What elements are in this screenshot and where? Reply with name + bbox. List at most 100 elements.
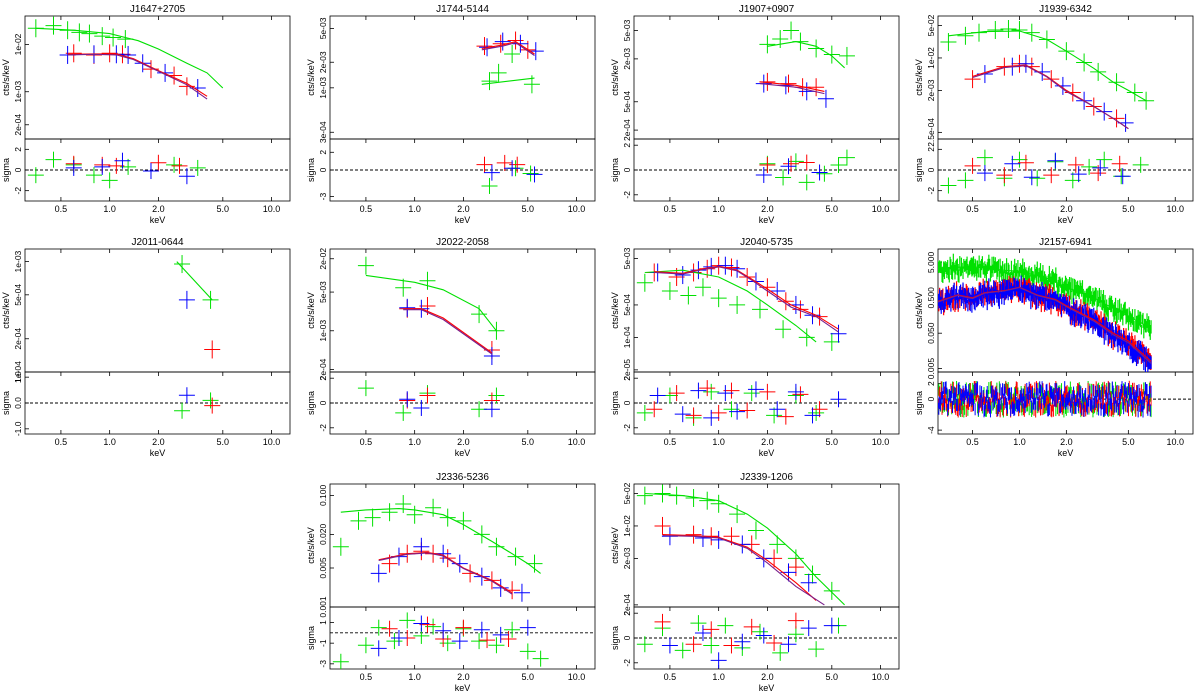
r-tick-label: 0.0 — [13, 397, 23, 409]
spectrum-panel: J2157-6941 0.005 0.050 0.500 5.000 cts/s/keV -… — [914, 237, 1194, 458]
y-tick-label: 0.500 — [926, 287, 936, 309]
residual-plot-area — [636, 612, 847, 669]
y-tick-label: 1e-02 — [622, 515, 632, 537]
y-tick-label: 1e-03 — [13, 81, 23, 103]
r-tick-label: -2 — [622, 424, 632, 432]
residual-axis-label: sigma — [610, 158, 620, 182]
x-tick-label: 1.0 — [408, 204, 421, 214]
x-axis-label: keV — [759, 448, 775, 458]
r-tick-label: -2 — [926, 187, 936, 195]
x-axis-label: keV — [455, 448, 471, 458]
green-model-line — [938, 266, 1152, 329]
x-axis-label: keV — [1058, 448, 1074, 458]
residual-plot-area — [755, 149, 855, 191]
x-tick-label: 5.0 — [217, 204, 230, 214]
x-tick-label: 0.5 — [360, 437, 373, 447]
x-tick-label: 2.0 — [457, 204, 470, 214]
r-tick-label: 0 — [622, 167, 632, 172]
x-tick-label: 2.0 — [152, 204, 165, 214]
residual-plot-area — [174, 387, 221, 419]
y-tick-label: 0.050 — [926, 322, 936, 344]
r-tick-label: 0 — [622, 400, 632, 405]
x-tick-label: 5.0 — [1122, 437, 1135, 447]
y-tick-label: 1e-03 — [318, 320, 328, 342]
y-axis-label: cts/s/keV — [914, 292, 924, 329]
r-tick-label: 0 — [926, 167, 936, 172]
red-model-line — [403, 308, 493, 354]
blue-model-line — [938, 286, 1152, 364]
spectrum-panel: J2336-5236 0.001 0.005 0.020 0.100 cts/s/keV -… — [306, 472, 596, 692]
y-axis-label: cts/s/keV — [1, 59, 11, 96]
residual-axis-label: sigma — [610, 391, 620, 415]
x-tick-label: 1.0 — [408, 437, 421, 447]
x-axis-label: keV — [455, 215, 471, 225]
x-tick-label: 10.0 — [568, 437, 586, 447]
y-tick-label: 5e-04 — [622, 294, 632, 316]
y-axis-label: cts/s/keV — [610, 527, 620, 564]
x-tick-label: 5.0 — [522, 672, 535, 682]
r-tick-label: -1 — [318, 639, 328, 647]
red-model-line — [481, 41, 535, 55]
residual-plot-area — [938, 380, 1152, 418]
green-model-line — [365, 274, 497, 332]
r-tick-label: 1.0 — [13, 371, 23, 383]
blue-model-line — [654, 266, 839, 333]
red-model-line — [972, 64, 1129, 130]
y-tick-label: 0.005 — [318, 557, 328, 579]
y-tick-label: 1e-04 — [13, 361, 23, 383]
r-tick-label: 2 — [13, 147, 23, 152]
residual-axis-label: sigma — [1, 158, 11, 182]
r-tick-label: -2 — [318, 424, 328, 432]
r-tick-label: -2 — [622, 659, 632, 667]
panel-title: J1907+0907 — [739, 4, 795, 15]
residual-plot-area — [636, 380, 847, 426]
spectrum-plot-area — [636, 256, 847, 351]
x-tick-label: 2.0 — [457, 437, 470, 447]
x-tick-label: 5.0 — [217, 437, 230, 447]
x-tick-label: 10.0 — [568, 204, 586, 214]
spectrum-panel: J2040-5735 2e-05 1e-04 5e-04 5e-03 cts/s/keV -… — [610, 237, 900, 458]
y-tick-label: 0.001 — [318, 596, 328, 618]
spectrum-frame — [633, 248, 900, 373]
r-tick-label: 2 — [622, 143, 632, 148]
x-tick-label: 0.5 — [664, 204, 677, 214]
y-tick-label: 5.000 — [926, 252, 936, 274]
residual-axis-label: sigma — [914, 158, 924, 182]
r-tick-label: 0 — [926, 396, 936, 401]
green-model-line — [35, 27, 224, 89]
spectrum-plot-area — [174, 255, 221, 359]
y-tick-label: 2e-04 — [622, 594, 632, 616]
green-model-line — [481, 77, 535, 85]
y-tick-label: 2e-02 — [318, 248, 328, 270]
green-model-line — [767, 41, 845, 69]
green-model-line — [644, 269, 817, 343]
residual-axis-label: sigma — [610, 626, 620, 650]
y-tick-label: 5e-04 — [622, 91, 632, 113]
r-tick-label: -2 — [13, 187, 23, 195]
x-axis-label: keV — [455, 683, 471, 692]
spectrum-plot-area — [755, 21, 855, 108]
y-tick-label: 2e-04 — [622, 119, 632, 141]
red-model-line — [654, 265, 839, 330]
spectrum-frame — [937, 15, 1194, 140]
spectrum-frame — [633, 15, 900, 140]
panel-title: J2011-0644 — [131, 237, 184, 248]
x-axis-label: keV — [1058, 215, 1074, 225]
residual-axis-label: sigma — [306, 391, 316, 415]
y-tick-label: 5e-04 — [13, 284, 23, 306]
y-tick-label: 2e-03 — [622, 48, 632, 70]
spectrum-frame — [24, 248, 291, 373]
x-tick-label: 2.0 — [1060, 204, 1073, 214]
x-tick-label: 2.0 — [761, 437, 774, 447]
y-axis-label: cts/s/keV — [610, 59, 620, 96]
spectrum-frame — [329, 483, 596, 608]
y-tick-label: 1e-03 — [13, 250, 23, 272]
r-tick-label: 2 — [622, 611, 632, 616]
r-tick-label: -1.0 — [13, 421, 23, 436]
x-tick-label: 2.0 — [457, 672, 470, 682]
x-tick-label: 0.5 — [966, 437, 979, 447]
spectrum-plot-area — [940, 19, 1155, 132]
x-tick-label: 0.5 — [966, 204, 979, 214]
y-tick-label: 5e-03 — [318, 281, 328, 303]
